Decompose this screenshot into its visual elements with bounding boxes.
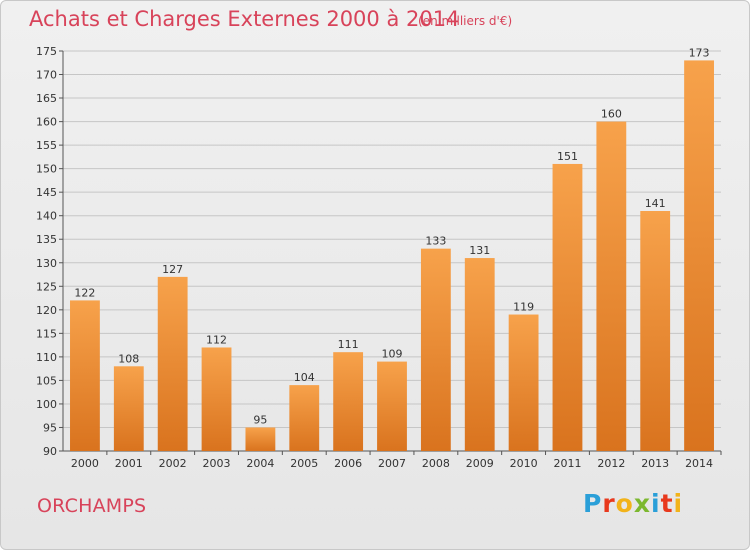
bar-2010 xyxy=(508,314,539,451)
commune-name: ORCHAMPS xyxy=(37,495,147,517)
bar-2011 xyxy=(552,163,583,452)
bar-2006 xyxy=(333,352,364,451)
data-label-2014: 173 xyxy=(689,46,710,59)
data-label-2013: 141 xyxy=(645,197,666,210)
y-tick-label: 95 xyxy=(43,421,57,434)
bar-2013 xyxy=(640,211,671,451)
x-tick-label: 2010 xyxy=(510,457,538,470)
bar-2000 xyxy=(70,300,100,451)
x-tick-label: 2012 xyxy=(597,457,625,470)
data-label-2004: 95 xyxy=(253,413,267,426)
y-tick-label: 105 xyxy=(36,374,57,387)
logo-letter: i xyxy=(673,489,684,518)
data-labels: 122 108 127 112 95 104 111 109 133 131 119 151 160 14… xyxy=(74,46,709,426)
data-label-2000: 122 xyxy=(74,286,95,299)
logo-letter: i xyxy=(651,489,661,518)
y-tick-label: 90 xyxy=(43,445,57,458)
proxiti-logo: Proxiti xyxy=(583,489,683,518)
bars xyxy=(70,60,714,452)
bar-2002 xyxy=(157,276,188,451)
data-label-2011: 151 xyxy=(557,150,578,163)
y-tick-label: 115 xyxy=(36,327,57,340)
data-label-2005: 104 xyxy=(294,371,315,384)
y-tick-label: 140 xyxy=(36,210,57,223)
x-tick-label: 2007 xyxy=(378,457,406,470)
bar-2003 xyxy=(201,347,232,451)
data-label-2003: 112 xyxy=(206,333,227,346)
y-tick-label: 150 xyxy=(36,163,57,176)
logo-letter: o xyxy=(615,489,634,518)
y-tick-label: 160 xyxy=(36,116,57,129)
data-label-2009: 131 xyxy=(469,244,490,257)
chart-title: Achats et Charges Externes 2000 à 2014 xyxy=(29,7,460,31)
x-tick-label: 2009 xyxy=(466,457,494,470)
x-tick-label: 2006 xyxy=(334,457,362,470)
x-tick-label: 2004 xyxy=(246,457,274,470)
logo-letter: r xyxy=(602,489,616,518)
x-tick-label: 2003 xyxy=(203,457,231,470)
bar-2007 xyxy=(377,361,407,451)
bar-2004 xyxy=(245,427,276,451)
y-tick-label: 125 xyxy=(36,280,57,293)
data-label-2001: 108 xyxy=(118,352,139,365)
x-tick-label: 2000 xyxy=(71,457,99,470)
y-tick-label: 170 xyxy=(36,69,57,82)
y-tick-label: 120 xyxy=(36,304,57,317)
logo-letter: P xyxy=(583,489,603,518)
bar-2001 xyxy=(113,366,144,451)
y-tick-label: 100 xyxy=(36,398,57,411)
logo-letter: t xyxy=(660,489,674,518)
y-tick-label: 155 xyxy=(36,139,57,152)
y-tick-label: 165 xyxy=(36,92,57,105)
data-label-2008: 133 xyxy=(425,235,446,248)
bar-2014 xyxy=(684,60,714,451)
x-tick-label: 2005 xyxy=(290,457,318,470)
y-tick-label: 130 xyxy=(36,257,57,270)
data-label-2010: 119 xyxy=(513,301,534,314)
data-label-2002: 127 xyxy=(162,263,183,276)
x-tick-label: 2002 xyxy=(159,457,187,470)
bar-2012 xyxy=(596,121,627,452)
x-tick-label: 2001 xyxy=(115,457,143,470)
y-tick-label: 175 xyxy=(36,45,57,58)
data-label-2006: 111 xyxy=(338,338,359,351)
chart-subtitle: (en milliers d'€) xyxy=(418,14,513,28)
data-label-2012: 160 xyxy=(601,108,622,121)
bar-2005 xyxy=(289,385,320,451)
data-label-2007: 109 xyxy=(382,348,403,361)
y-tick-label: 135 xyxy=(36,233,57,246)
bar-2009 xyxy=(464,258,495,451)
y-tick-label: 145 xyxy=(36,186,57,199)
logo-letter: x xyxy=(633,489,651,518)
x-tick-label: 2011 xyxy=(553,457,581,470)
bar-2008 xyxy=(420,248,451,451)
x-tick-label: 2008 xyxy=(422,457,450,470)
x-tick-label: 2013 xyxy=(641,457,669,470)
y-tick-label: 110 xyxy=(36,351,57,364)
x-tick-label: 2014 xyxy=(685,457,713,470)
